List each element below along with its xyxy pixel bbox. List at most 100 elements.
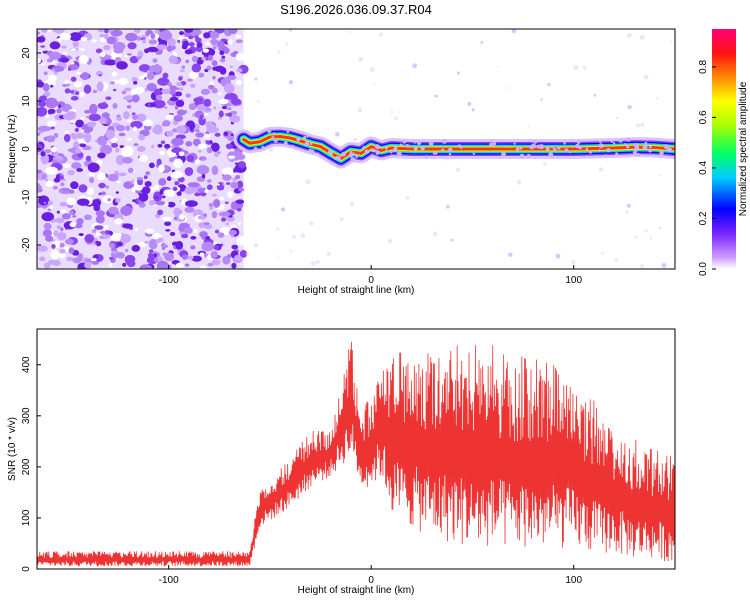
noise-speckle [191, 55, 198, 63]
noise-speckle [37, 152, 40, 156]
noise-speckle [126, 53, 132, 56]
faint-speckle [292, 234, 297, 239]
noise-speckle [138, 134, 145, 141]
noise-speckle [156, 260, 169, 269]
noise-speckle [131, 244, 141, 252]
noise-speckle [195, 132, 205, 138]
colorbar-tick-label: 0.8 [698, 60, 709, 74]
noise-speckle [111, 71, 118, 77]
noise-speckle [150, 33, 156, 40]
ridge-halo [531, 143, 534, 146]
faint-speckle [528, 125, 531, 128]
noise-speckle [185, 93, 191, 98]
noise-speckle [88, 172, 95, 177]
faint-speckle [405, 195, 410, 200]
noise-speckle [230, 133, 234, 137]
noise-speckle [60, 227, 64, 232]
ridge-halo [348, 153, 354, 158]
noise-speckle [74, 148, 82, 154]
noise-speckle [129, 56, 139, 64]
noise-speckle [180, 233, 189, 239]
noise-speckle [223, 131, 229, 136]
noise-speckle [78, 184, 88, 193]
noise-speckle [71, 134, 78, 140]
noise-speckle [136, 145, 146, 153]
noise-speckle [61, 213, 71, 220]
noise-speckle [151, 144, 155, 149]
ridge-halo [361, 148, 364, 151]
noise-speckle [60, 209, 67, 214]
noise-speckle [81, 72, 89, 81]
noise-speckle [178, 214, 185, 220]
ridge-halo [333, 157, 337, 160]
noise-speckle [165, 229, 171, 232]
noise-speckle [172, 186, 178, 192]
noise-speckle [217, 151, 221, 154]
faint-speckle [573, 64, 579, 71]
ridge-halo [308, 148, 312, 152]
noise-speckle [103, 33, 109, 40]
noise-speckle [134, 184, 143, 191]
noise-speckle [78, 55, 89, 64]
ridge-halo [459, 145, 463, 149]
noise-speckle [199, 231, 208, 238]
noise-speckle [48, 74, 57, 82]
noise-speckle [175, 240, 184, 250]
ridge-halo [626, 137, 631, 142]
noise-speckle [196, 164, 210, 175]
noise-speckle [175, 262, 184, 269]
ridge-halo [519, 153, 525, 159]
noise-speckle [112, 102, 118, 109]
faint-speckle [661, 262, 667, 268]
noise-speckle [158, 30, 173, 41]
noise-speckle [52, 151, 59, 158]
ridge-halo [501, 151, 506, 157]
noise-speckle [236, 68, 243, 73]
noise-speckle [45, 178, 48, 182]
ridge-halo [253, 146, 258, 151]
faint-speckle [467, 101, 472, 106]
snr-y-axis-label: SNR (10 * v/v) [7, 417, 18, 481]
noise-speckle [122, 111, 130, 120]
snr-y-tick-label: 200 [21, 458, 32, 475]
noise-speckle [127, 167, 134, 174]
snr-line [37, 341, 675, 567]
noise-speckle [173, 114, 183, 122]
noise-speckle [115, 154, 125, 166]
colorbar-tick-label: 0.2 [698, 211, 709, 225]
noise-speckle [78, 232, 84, 237]
noise-speckle [61, 45, 67, 49]
spectrogram-x-tick-label: 100 [565, 275, 582, 286]
noise-speckle [70, 119, 76, 124]
noise-speckle [95, 240, 100, 245]
noise-speckle [163, 106, 168, 109]
noise-speckle [131, 94, 140, 103]
noise-speckle [86, 121, 97, 128]
noise-speckle [148, 239, 158, 250]
noise-speckle [99, 144, 113, 155]
noise-speckle [97, 172, 106, 181]
figure-title: S196.2026.036.09.37.R04 [280, 2, 432, 17]
spectrogram-y-tick-label: 10 [21, 95, 32, 107]
faint-speckle [547, 82, 551, 87]
noise-speckle [37, 81, 45, 88]
noise-speckle [218, 211, 231, 217]
noise-speckle [95, 210, 106, 217]
noise-speckle [229, 115, 241, 123]
faint-speckle [635, 123, 641, 128]
noise-speckle [222, 229, 229, 235]
spectrogram-x-tick-label: -100 [159, 275, 179, 286]
noise-speckle [204, 189, 209, 194]
noise-speckle [168, 55, 178, 64]
noise-speckle [83, 84, 92, 94]
ridge-halo [598, 140, 602, 144]
noise-speckle [165, 130, 174, 137]
ridge-halo [610, 140, 614, 143]
noise-speckle [143, 175, 148, 180]
ridge-halo [375, 150, 380, 155]
ridge-band-6 [242, 135, 675, 161]
noise-speckle [190, 75, 197, 80]
noise-speckle [176, 191, 182, 196]
noise-speckle [176, 125, 187, 134]
noise-speckle [227, 39, 234, 45]
